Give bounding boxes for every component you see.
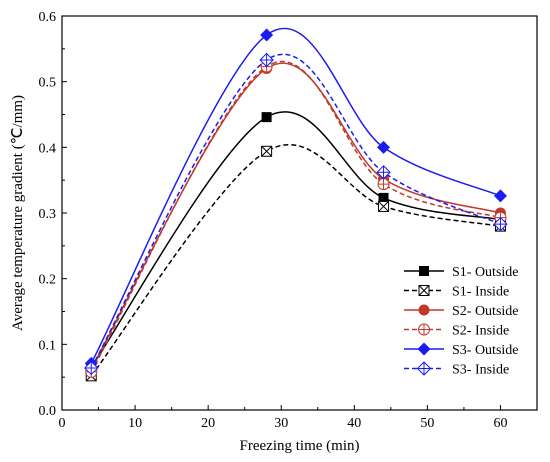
- axis-ticks: 0 10 20 30 40 50 60 0.0 0.1 0.2 0.3 0.4 0.5 0.6: [39, 10, 508, 431]
- y-axis-title: Average temperature gradient (℃/mm): [10, 95, 26, 331]
- data-point: [259, 52, 274, 68]
- series-curves: [90, 27, 501, 377]
- x-tick-label: 60: [493, 416, 507, 431]
- data-point: [377, 178, 390, 191]
- data-point: [493, 216, 508, 232]
- data-point: [261, 112, 272, 123]
- x-tick-label: 40: [347, 416, 361, 431]
- legend-marker: [419, 266, 429, 276]
- series-line-6: [90, 53, 501, 369]
- y-tick-label: 0.0: [39, 404, 57, 419]
- data-point: [376, 165, 391, 180]
- x-tick-label: 0: [59, 416, 66, 431]
- legend-label: S1- Outside: [452, 265, 519, 280]
- legend-label: S3- Outside: [452, 343, 519, 358]
- legend-label: S2- Inside: [452, 324, 509, 339]
- y-tick-label: 0.5: [39, 76, 57, 91]
- x-tick-label: 10: [128, 416, 142, 431]
- data-point: [260, 28, 274, 42]
- x-axis-title: Freezing time (min): [240, 438, 360, 454]
- series-line-3: [90, 62, 501, 370]
- y-tick-label: 0.3: [39, 207, 57, 222]
- data-point: [377, 140, 391, 154]
- legend-marker: [418, 323, 430, 336]
- series-line-2: [90, 144, 501, 377]
- y-tick-label: 0.2: [39, 273, 57, 288]
- data-point: [378, 192, 389, 203]
- series-line-5: [90, 27, 501, 364]
- data-point: [84, 360, 99, 376]
- x-tick-label: 30: [274, 416, 288, 431]
- data-point: [378, 200, 390, 212]
- legend-marker: [418, 285, 430, 296]
- y-tick-label: 0.6: [39, 10, 57, 25]
- series-line-4: [90, 60, 501, 373]
- data-point: [261, 145, 273, 157]
- series-line-1: [90, 111, 501, 368]
- x-tick-label: 20: [201, 416, 215, 431]
- legend-label: S3- Inside: [452, 363, 509, 378]
- series-markers: [84, 28, 508, 382]
- legend-marker: [417, 342, 431, 356]
- legend-marker: [418, 304, 430, 316]
- legend-label: S2- Outside: [452, 304, 519, 319]
- legend-marker: [416, 361, 432, 376]
- legend: S1- Outside S1- Inside S2- Outside S2- Insi…: [404, 265, 519, 378]
- y-tick-label: 0.1: [39, 338, 57, 353]
- y-tick-label: 0.4: [39, 141, 57, 156]
- x-tick-label: 50: [420, 416, 434, 431]
- legend-label: S1- Inside: [452, 285, 509, 300]
- data-point: [493, 189, 507, 203]
